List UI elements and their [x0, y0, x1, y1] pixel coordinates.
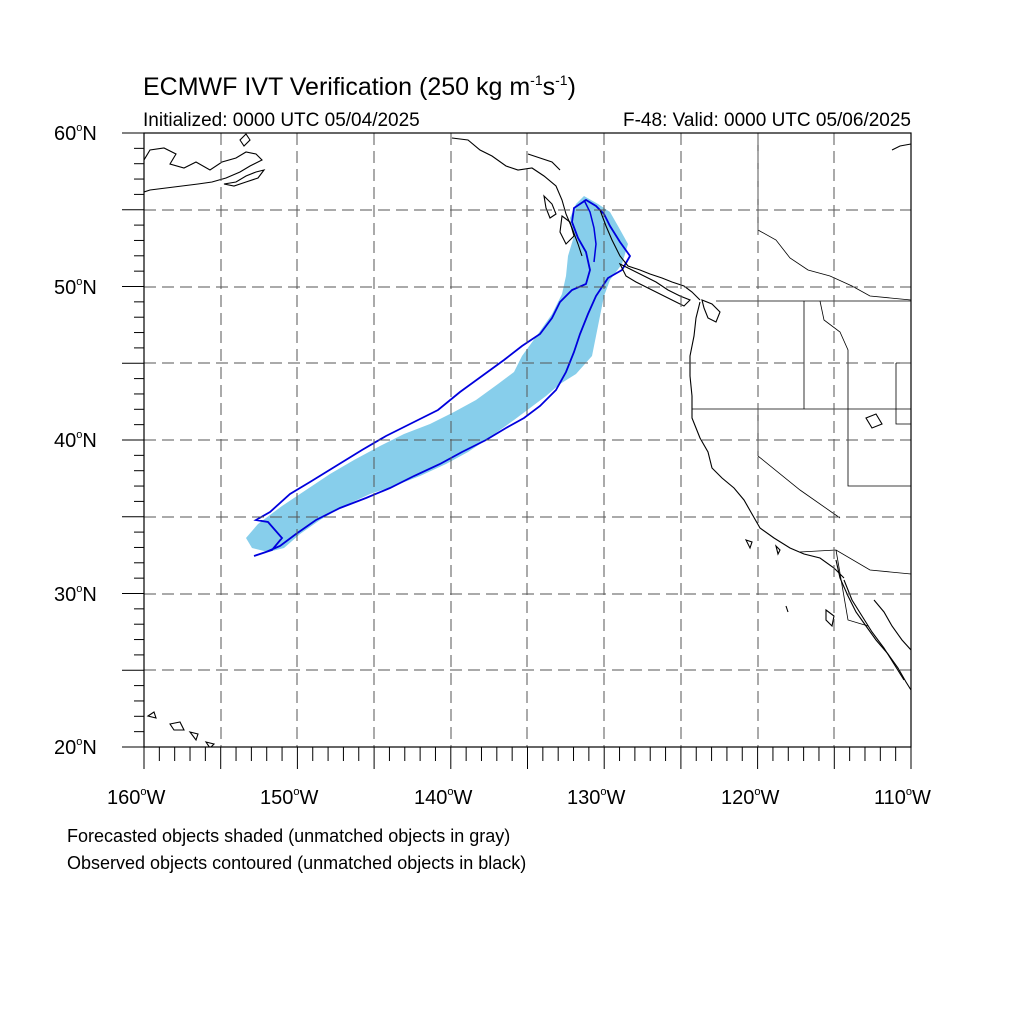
- observed-note: Observed objects contoured (unmatched ob…: [67, 853, 527, 873]
- lat-label-50: 50oN: [54, 276, 97, 299]
- lon-label-160: 160oW: [107, 786, 166, 809]
- lat-label-30: 30oN: [54, 583, 97, 606]
- forecast-ivt-object: [246, 196, 628, 552]
- lon-label-140: 140oW: [414, 786, 473, 809]
- valid-time: F-48: Valid: 0000 UTC 05/06/2025: [623, 110, 911, 131]
- map-title: ECMWF IVT Verification (250 kg m-1s-1): [143, 72, 576, 101]
- lon-label-130: 130oW: [567, 786, 626, 809]
- observed-ivt-contour: [253, 198, 632, 557]
- lat-label-20: 20oN: [54, 736, 97, 759]
- political-boundaries: [692, 133, 911, 627]
- grid-lines: [144, 133, 911, 747]
- initialized-time: Initialized: 0000 UTC 05/04/2025: [143, 110, 420, 131]
- lat-label-60: 60oN: [54, 122, 97, 145]
- axis-ticks: [122, 132, 912, 769]
- lon-label-110: 110oW: [874, 786, 931, 809]
- forecast-note: Forecasted objects shaded (unmatched obj…: [67, 826, 511, 846]
- lon-label-120: 120oW: [721, 786, 780, 809]
- observed-ivt-inner-contour: [583, 199, 597, 263]
- lon-label-150: 150oW: [260, 786, 319, 809]
- lat-label-40: 40oN: [54, 429, 97, 452]
